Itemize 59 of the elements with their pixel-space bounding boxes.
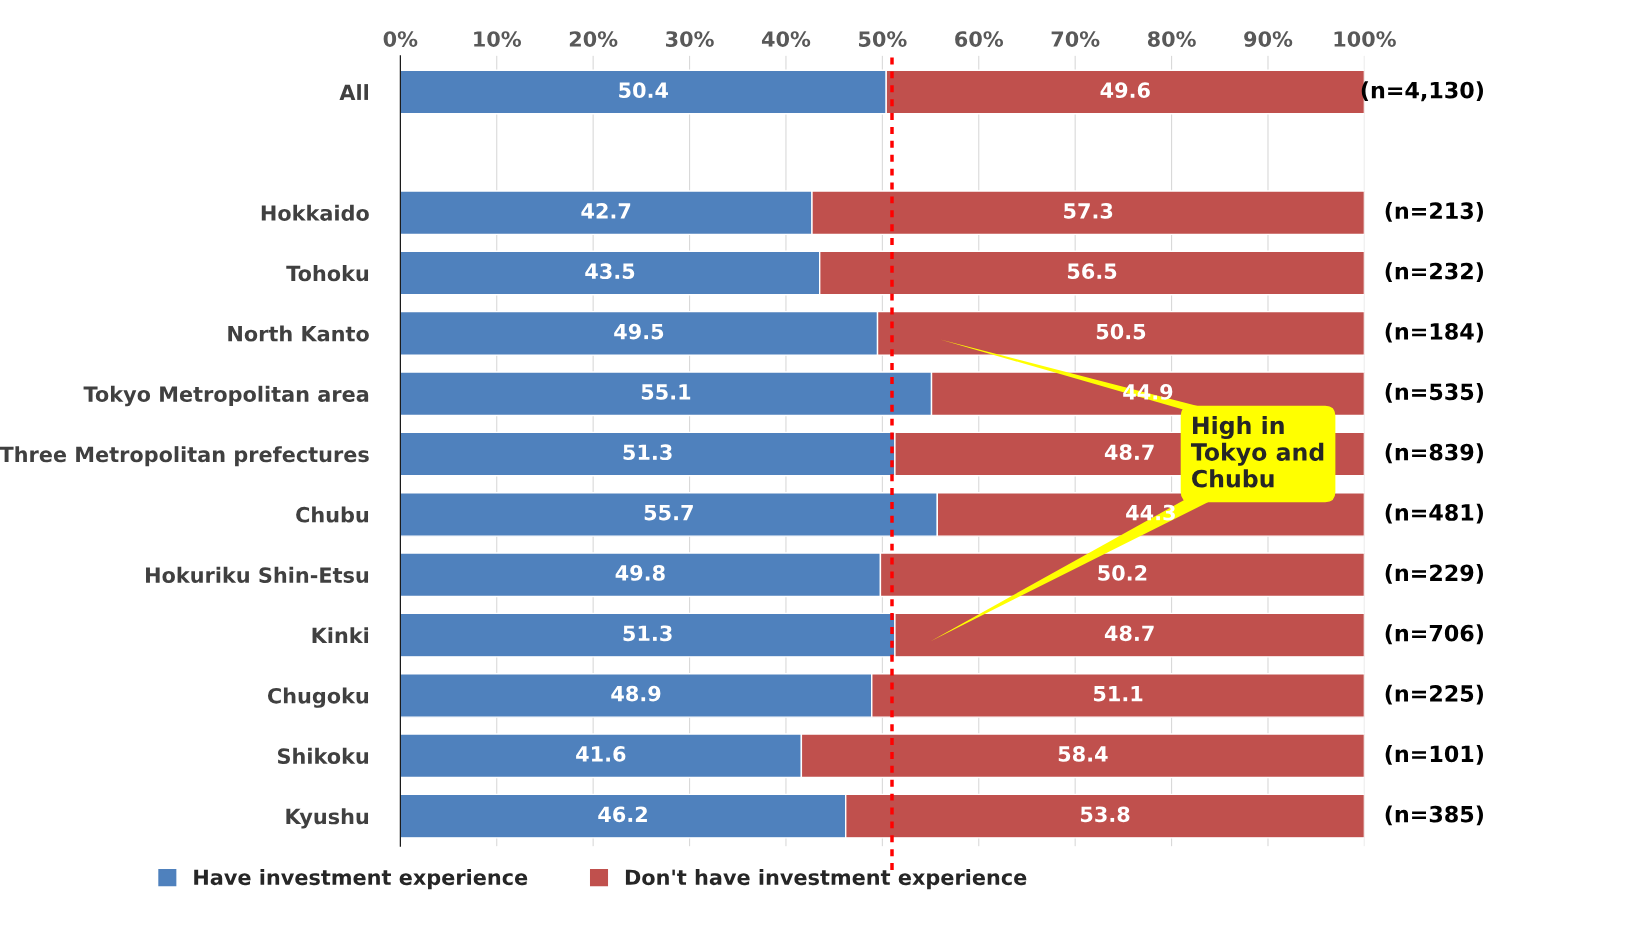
text: (n=232) [1385, 262, 1483, 283]
text: (n=706) [1385, 624, 1483, 645]
data-label: 48.7 [1104, 444, 1154, 461]
x-tick-label: 0% [383, 31, 418, 47]
text: (n=385) [1385, 805, 1483, 826]
text: (n=481) [1385, 503, 1483, 524]
x-tick-label: 100% [1334, 31, 1396, 47]
data-label: 55.1 [641, 384, 691, 400]
y-tick-label: Kinki [312, 627, 369, 644]
text: (n=225) [1385, 684, 1483, 705]
text: (n=839) [1385, 443, 1483, 464]
x-tick-label: 50% [859, 31, 907, 47]
x-tick-label: 30% [666, 31, 714, 47]
x-tick-label: 20% [569, 31, 618, 47]
data-label: 55.7 [644, 504, 693, 521]
x-tick-label: 40% [761, 31, 811, 47]
y-tick-label: Tokyo Metropolitan area [83, 385, 369, 407]
data-label: 46.2 [598, 806, 647, 823]
text: (n=229) [1385, 564, 1483, 584]
data-label: 58.4 [1058, 746, 1108, 762]
text: (n=184) [1385, 322, 1483, 343]
x-tick-label: 70% [1051, 31, 1100, 47]
data-label: 49.8 [615, 565, 665, 581]
legend-label: Don't have investment experience [625, 869, 1027, 890]
y-tick-label: Chugoku [267, 687, 369, 708]
data-label: 50.4 [619, 82, 669, 99]
data-label: 53.8 [1080, 806, 1130, 823]
x-tick-label: 80% [1147, 31, 1196, 47]
data-label: 50.2 [1098, 565, 1147, 581]
y-tick-label: Three Metropolitan prefectures [0, 446, 369, 467]
data-label: 49.6 [1100, 82, 1150, 99]
x-tick-label: 10% [474, 31, 522, 47]
x-tick-label: 90% [1244, 31, 1293, 47]
y-tick-label: Hokkaido [261, 204, 369, 221]
data-label: 57.3 [1064, 202, 1113, 219]
data-label: 48.9 [611, 685, 661, 702]
y-tick-label: All [339, 84, 369, 100]
annotation: High in Tokyo and Chubu [1190, 416, 1324, 488]
y-tick-label: Chubu [296, 506, 369, 523]
data-label: 56.5 [1067, 263, 1117, 280]
legend-label: Have investment experience [194, 869, 528, 890]
data-label: 51.3 [623, 625, 672, 642]
y-tick-label: North Kanto [228, 325, 369, 342]
data-label: 48.7 [1104, 625, 1154, 642]
x-tick-label: 60% [955, 31, 1004, 47]
data-label: 51.1 [1093, 686, 1143, 702]
data-label: 41.6 [576, 746, 626, 762]
data-label: 51.3 [623, 444, 672, 461]
data-label: 50.5 [1096, 323, 1146, 340]
data-label: 43.5 [585, 263, 635, 280]
y-tick-label: Kyushu [286, 808, 369, 829]
y-tick-label: Tohoku [286, 265, 369, 282]
text: (n=535) [1385, 382, 1483, 403]
text: (n=101) [1385, 745, 1483, 765]
y-tick-label: Shikoku [277, 747, 369, 764]
text: (n=213) [1385, 201, 1483, 222]
data-label: 42.7 [581, 202, 631, 219]
data-label: 49.5 [614, 323, 664, 340]
y-tick-label: Hokuriku Shin-Etsu [146, 566, 369, 583]
